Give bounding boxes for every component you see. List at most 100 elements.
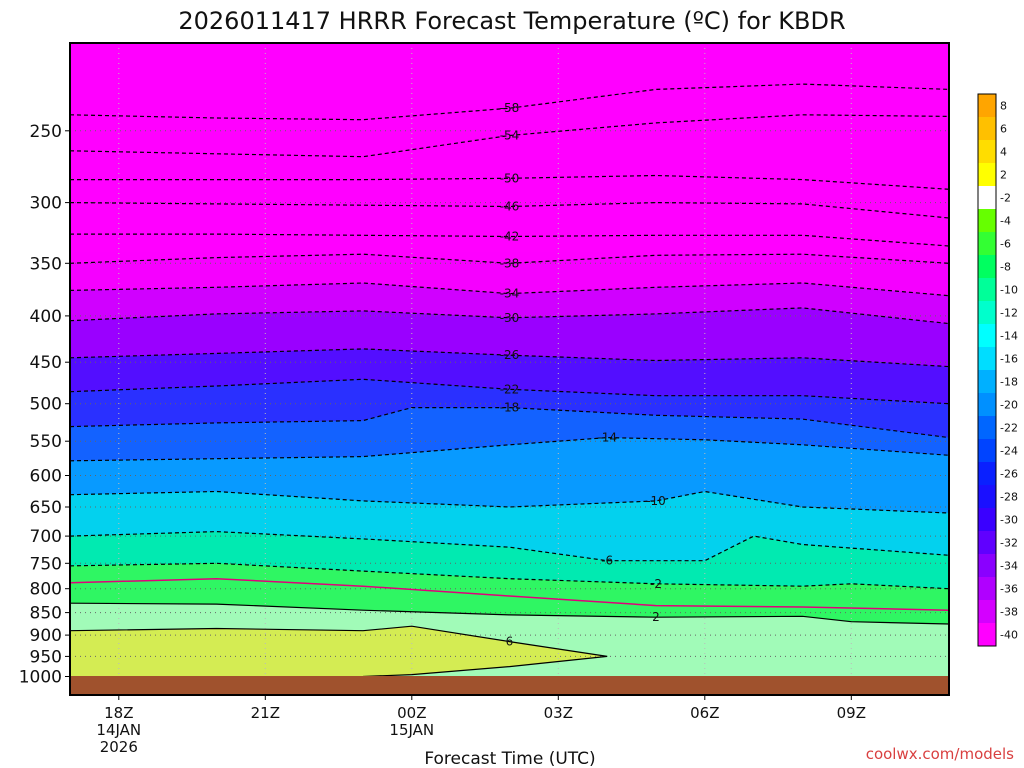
contour-label: -30 [500,311,520,325]
colorbar-label: -12 [1000,307,1018,320]
contour-label: -54 [500,129,520,143]
x-tick-label: 21Z [251,704,280,722]
colorbar-label: 6 [1000,123,1007,136]
colorbar-label: -16 [1000,353,1018,366]
colorbar-label: -32 [1000,537,1018,550]
y-tick-label: 850 [30,604,62,624]
colorbar-label: -14 [1000,330,1018,343]
contour-line [70,436,949,462]
colorbar-label: 2 [1000,169,1007,182]
contour-label: -34 [500,287,520,301]
contour-line [70,407,949,439]
colorbar-swatch [978,439,996,463]
colorbar-swatch [978,117,996,141]
y-tick-label: 250 [30,122,62,142]
x-tick-label: 18Z [104,704,133,722]
colorbar-label: -6 [1000,238,1011,251]
colorbar-swatch [978,94,996,118]
x-tick-label: 09Z [837,704,866,722]
contour-label: 2 [652,610,660,624]
colorbar-swatch [978,140,996,164]
contour-line [70,490,949,514]
x-tick-label: 00Z [397,704,426,722]
colorbar-swatch [978,508,996,532]
colorbar-swatch [978,623,996,647]
colorbar-label: -36 [1000,583,1018,596]
colorbar-label: -18 [1000,376,1018,389]
filled-bands [70,84,949,695]
contour-label: -38 [500,256,520,270]
colorbar-swatch [978,209,996,233]
x-tick-label: 14JAN [96,721,141,739]
contour-line [70,114,949,158]
colorbar-label: -24 [1000,445,1018,458]
grid-lines [70,43,949,695]
colorbar-label: -10 [1000,284,1018,297]
contour-lines: -58-54-50-46-42-38-34-30-26-22-18-14-10-… [70,83,949,678]
colorbar-label: -22 [1000,422,1018,435]
colorbar-swatch [978,531,996,555]
colorbar-label: 4 [1000,146,1007,159]
colorbar-swatch [978,370,996,394]
colorbar-swatch [978,485,996,509]
x-tick-label: 06Z [690,704,719,722]
contour-label: -26 [500,348,520,362]
y-tick-label: 350 [30,254,62,274]
colorbar-swatch [978,554,996,578]
y-tick-label: 750 [30,554,62,574]
y-tick-label: 600 [30,467,62,487]
colorbar-label: -38 [1000,606,1018,619]
y-tick-label: 900 [30,626,62,646]
y-tick-label: 950 [30,647,62,667]
chart-title: 2026011417 HRRR Forecast Temperature (ºC… [178,7,845,35]
contour-line [70,530,949,562]
credit-text: coolwx.com/models [866,745,1014,763]
colorbar-label: -30 [1000,514,1018,527]
colorbar-swatch [978,163,996,187]
colorbar-swatch [978,232,996,256]
contour-line [70,625,608,678]
y-tick-label: 500 [30,395,62,415]
contour-label: -50 [500,171,520,185]
contour-label: -22 [500,382,520,396]
contour-label: -6 [601,554,613,568]
colorbar-swatch [978,416,996,440]
plot-frame [69,42,950,696]
contour-label: -18 [500,401,520,415]
contour-line [70,562,949,590]
colorbar-label: -28 [1000,491,1018,504]
y-tick-label: 700 [30,527,62,547]
contour-label: -58 [500,101,520,115]
y-tick-label: 800 [30,580,62,600]
colorbar-swatch [978,301,996,325]
x-tick-label: 15JAN [389,721,434,739]
colorbar-swatch [978,324,996,348]
plot-area: -58-54-50-46-42-38-34-30-26-22-18-14-10-… [70,43,949,695]
contour-label: -46 [500,200,520,214]
y-tick-label: 650 [30,498,62,518]
colorbar-swatch [978,347,996,371]
x-tick-label: 2026 [100,738,138,756]
freezing-line [70,577,949,611]
y-tick-label: 550 [30,432,62,452]
ground-layer [70,676,949,695]
contour-label: -10 [646,494,666,508]
colorbar-swatch [978,186,996,210]
colorbar-label: 8 [1000,100,1007,113]
y-tick-label: 1000 [19,668,62,688]
colorbar-label: -8 [1000,261,1011,274]
colorbar-label: -34 [1000,560,1018,573]
colorbar-swatch [978,278,996,302]
color-bar: 8 6 4 2 -2 -4 -6 -8 -10 -12 -14 -16 -18 -20 -22 -24 -26 -… [977,93,1018,647]
colorbar-label: -26 [1000,468,1018,481]
y-axis: 2503003504004505005506006507007508008509… [19,122,70,688]
contour-line [70,602,949,625]
colorbar-swatch [978,393,996,417]
contour-label: -42 [500,230,520,244]
x-tick-label: 03Z [544,704,573,722]
contour-label: -2 [650,577,662,591]
y-tick-label: 400 [30,307,62,327]
contour-label: 6 [506,635,514,649]
